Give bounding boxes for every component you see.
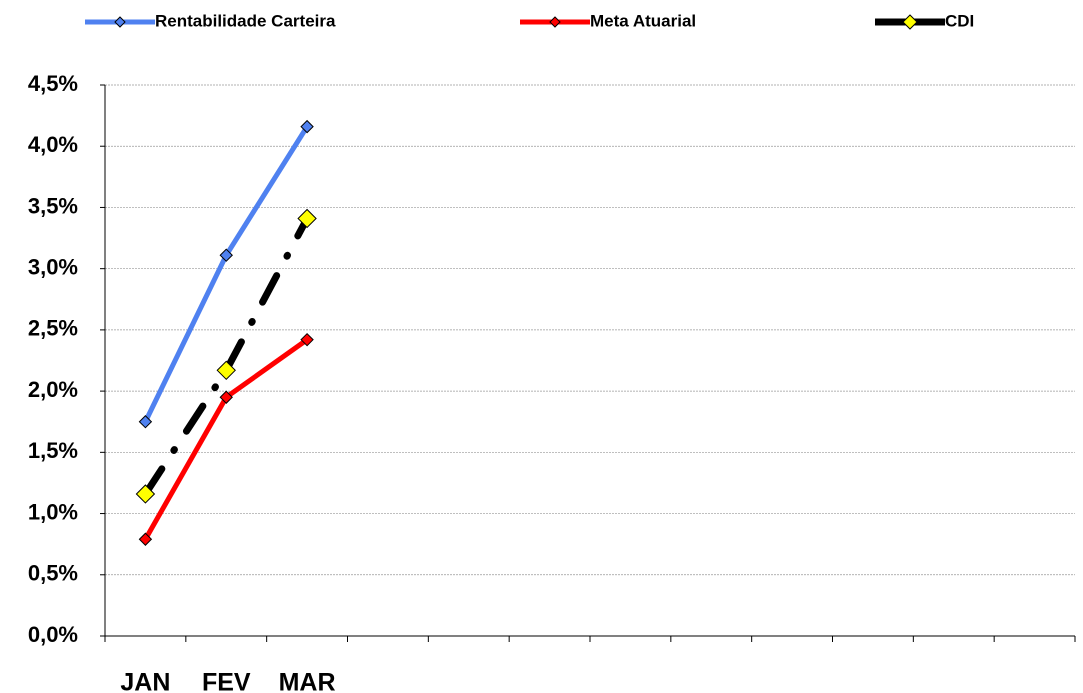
y-tick-label: 3,0% [28,254,78,279]
y-tick-label: 1,5% [28,438,78,463]
marker [297,208,317,229]
y-tick-label: 2,0% [28,377,78,402]
marker [138,415,153,429]
y-tick-label: 1,0% [28,499,78,524]
legend-label: Meta Atuarial [590,11,696,30]
marker [300,332,314,347]
y-tick-label: 3,5% [28,193,78,218]
marker [219,248,233,262]
marker [219,390,233,404]
y-tick-label: 2,5% [28,316,78,341]
y-tick-label: 4,5% [28,71,78,96]
y-tick-label: 4,0% [28,132,78,157]
marker [138,532,153,546]
marker [300,119,314,134]
legend-label: Rentabilidade Carteira [155,11,336,30]
legend-marker [114,16,126,28]
y-tick-label: 0,0% [28,622,78,647]
x-tick-label: FEV [202,669,251,693]
legend-marker [549,16,561,28]
marker [216,360,236,381]
legend-marker [902,14,918,30]
legend-label: CDI [945,11,974,30]
x-tick-label: MAR [279,669,336,693]
y-tick-label: 0,5% [28,561,78,586]
x-tick-label: JAN [120,669,170,693]
marker [135,484,156,504]
